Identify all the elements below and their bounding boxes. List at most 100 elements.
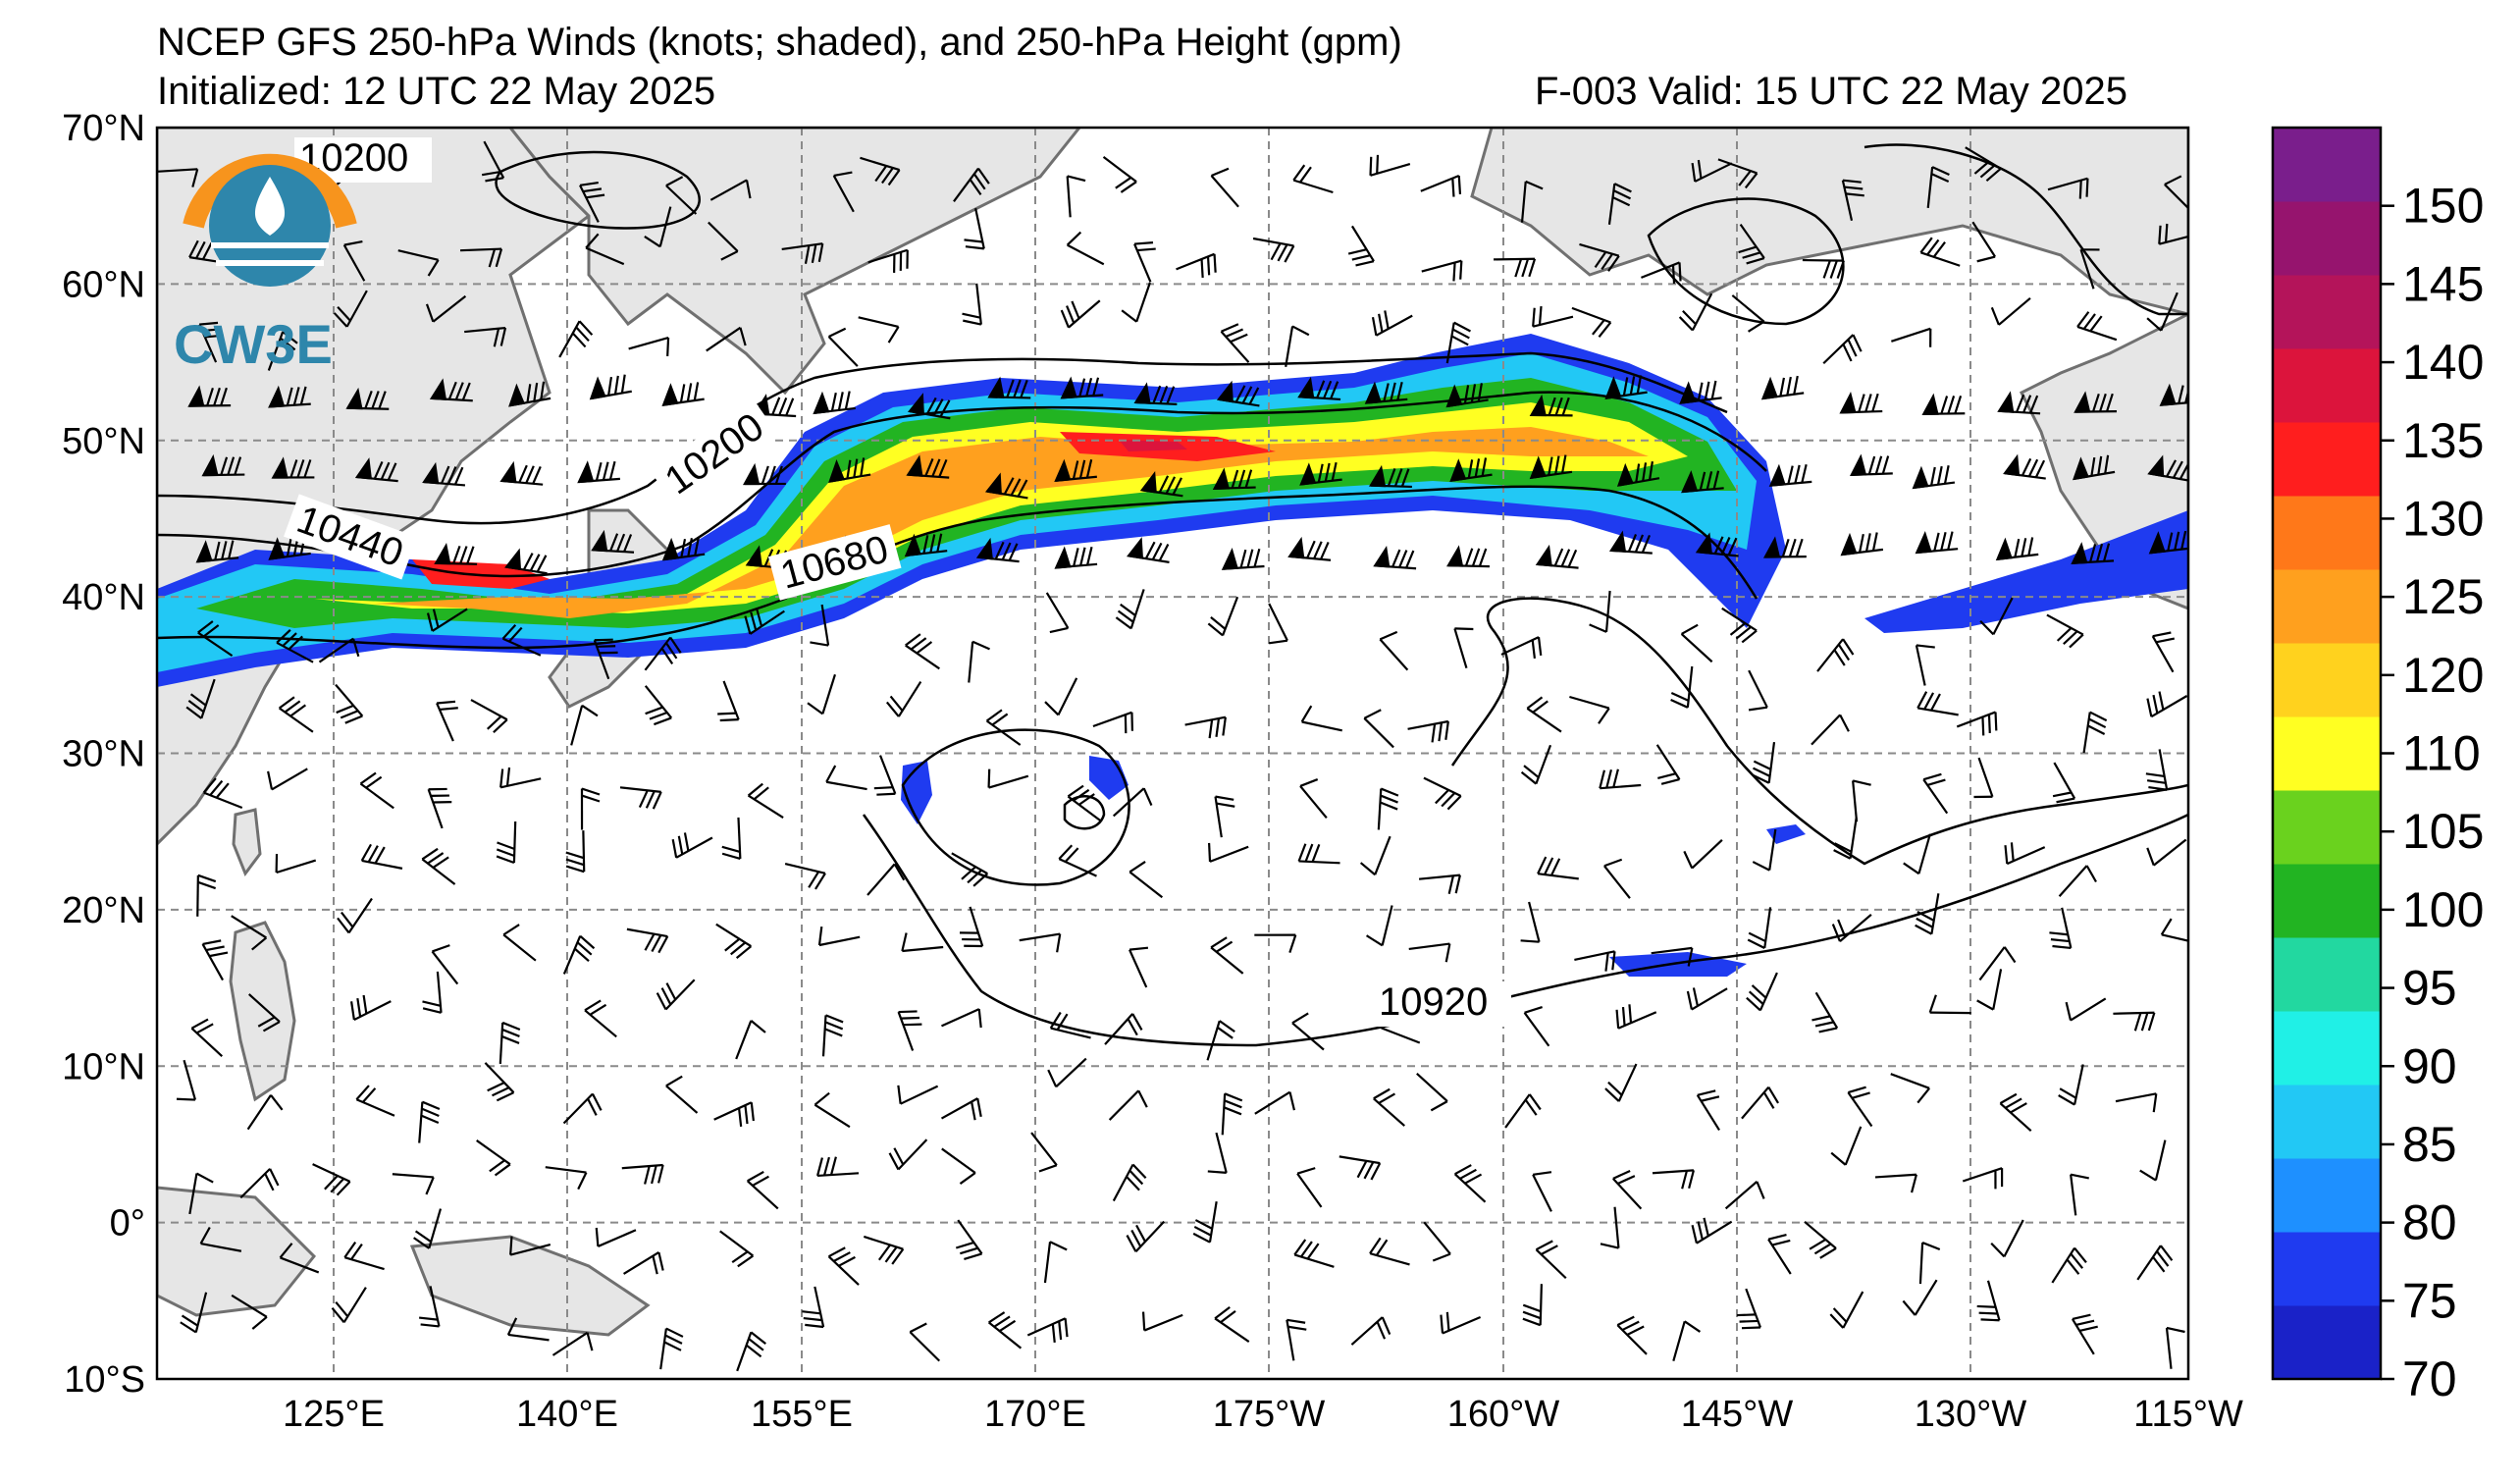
- barb-pennant: [268, 537, 286, 560]
- barb-flag: [2098, 393, 2107, 412]
- wind-barb: [1339, 1155, 1382, 1181]
- barb-flag: [1003, 477, 1015, 496]
- barb-flag: [196, 1023, 214, 1034]
- barb-flag: [1553, 548, 1564, 566]
- barb-flag: [1078, 459, 1086, 479]
- barb-flag: [905, 633, 921, 647]
- barb-flag: [1902, 1299, 1916, 1316]
- barb-flag: [2021, 538, 2027, 557]
- barb-flag: [1224, 1099, 1242, 1109]
- barb-flag: [654, 716, 672, 726]
- wind-barb: [2072, 454, 2116, 481]
- wind-barb: [2058, 865, 2097, 898]
- barb-flag: [962, 937, 981, 941]
- barb-flag: [1839, 714, 1850, 732]
- barb-flag: [1120, 181, 1137, 193]
- wind-barb: [951, 852, 989, 887]
- barb-flag: [1748, 931, 1766, 943]
- wind-barb: [279, 1243, 320, 1274]
- wind-barb: [1971, 221, 1997, 263]
- barb-shaft: [597, 1229, 637, 1247]
- barb-flag: [1704, 381, 1710, 400]
- barb-flag: [1930, 173, 1950, 183]
- wind-barb: [1060, 299, 1101, 329]
- colorbar-tick-label: 85: [2402, 1117, 2457, 1172]
- colorbar-cell: [2273, 1305, 2381, 1380]
- barb-shaft: [201, 943, 224, 981]
- barb-flag: [1867, 455, 1876, 475]
- barb-flag: [2139, 1169, 2157, 1182]
- lon-tick-label: 125°E: [283, 1394, 385, 1435]
- barb-pennant: [1915, 531, 1932, 555]
- barb-flag: [343, 1241, 357, 1258]
- wind-barb: [248, 993, 281, 1033]
- barb-flag: [1688, 1170, 1695, 1190]
- barb-shaft: [1992, 969, 2003, 1010]
- wind-barb: [907, 393, 951, 420]
- barb-flag: [753, 786, 769, 801]
- barb-flag: [1612, 1170, 1631, 1180]
- barb-flag: [903, 1023, 922, 1027]
- barb-flag: [2095, 543, 2104, 562]
- barb-shaft: [1768, 828, 1777, 871]
- barb-flag: [719, 718, 739, 722]
- wind-barb: [1026, 1317, 1069, 1343]
- wind-barb: [827, 327, 859, 367]
- barb-flag: [844, 391, 851, 410]
- barb-shaft: [827, 336, 859, 367]
- wind-barb: [1811, 991, 1839, 1033]
- barb-shaft: [231, 1294, 268, 1318]
- barb-pennant: [577, 460, 595, 484]
- wind-barb: [860, 156, 901, 186]
- barb-flag: [1071, 300, 1080, 319]
- wind-barb: [275, 854, 317, 874]
- wind-barb: [1691, 159, 1733, 183]
- barb-flag: [683, 832, 690, 852]
- barb-flag: [985, 709, 1003, 722]
- wind-barb: [1176, 252, 1217, 278]
- barb-flag: [1299, 166, 1312, 184]
- wind-barb: [333, 290, 368, 328]
- map-content: [157, 128, 2188, 1379]
- contour-10200-north: [495, 150, 701, 230]
- barb-flag: [1748, 706, 1768, 712]
- barb-flag: [1947, 531, 1954, 551]
- barb-flag: [1621, 1320, 1640, 1332]
- wind-barb: [1847, 1086, 1873, 1128]
- barb-flag: [1127, 1018, 1138, 1036]
- colorbar-cell: [2273, 128, 2381, 202]
- barb-flag: [1370, 1162, 1382, 1181]
- wind-barb: [987, 768, 1029, 789]
- colorbar-cell: [2273, 422, 2381, 497]
- barb-flag: [1192, 1232, 1211, 1244]
- barb-flag: [1216, 802, 1235, 808]
- barb-shaft: [1528, 901, 1541, 942]
- barb-flag: [964, 1252, 982, 1260]
- title-block: NCEP GFS 250-hPa Winds (knots; shaded), …: [0, 0, 2520, 128]
- barb-flag: [1124, 715, 1128, 734]
- barb-flag: [1467, 459, 1474, 479]
- barb-flag: [964, 238, 983, 243]
- wind-barb: [1670, 665, 1694, 709]
- barb-flag: [1747, 320, 1765, 333]
- wind-barb: [331, 1287, 367, 1323]
- barb-flag: [1207, 842, 1212, 862]
- barb-flag: [494, 1163, 511, 1177]
- wind-barb: [1268, 603, 1288, 645]
- barb-flag: [652, 791, 662, 810]
- barb-shaft: [858, 316, 899, 328]
- barb-flag: [1923, 692, 1935, 711]
- wind-barb: [1976, 969, 2003, 1011]
- barb-flag: [2105, 393, 2114, 412]
- barb-flag: [1440, 1314, 1444, 1334]
- barb-flag: [1520, 770, 1538, 785]
- barb-pennant: [429, 378, 447, 400]
- barb-flag: [1842, 638, 1855, 656]
- barb-shaft: [593, 639, 610, 680]
- barb-flag: [2152, 1256, 2166, 1273]
- barb-flag: [721, 845, 741, 853]
- barb-flag: [526, 384, 532, 403]
- wind-barb: [1696, 1089, 1720, 1132]
- wind-barb: [1214, 1305, 1250, 1343]
- latitude-labels: 70°N60°N50°N40°N30°N20°N10°N0°10°S: [62, 108, 145, 1401]
